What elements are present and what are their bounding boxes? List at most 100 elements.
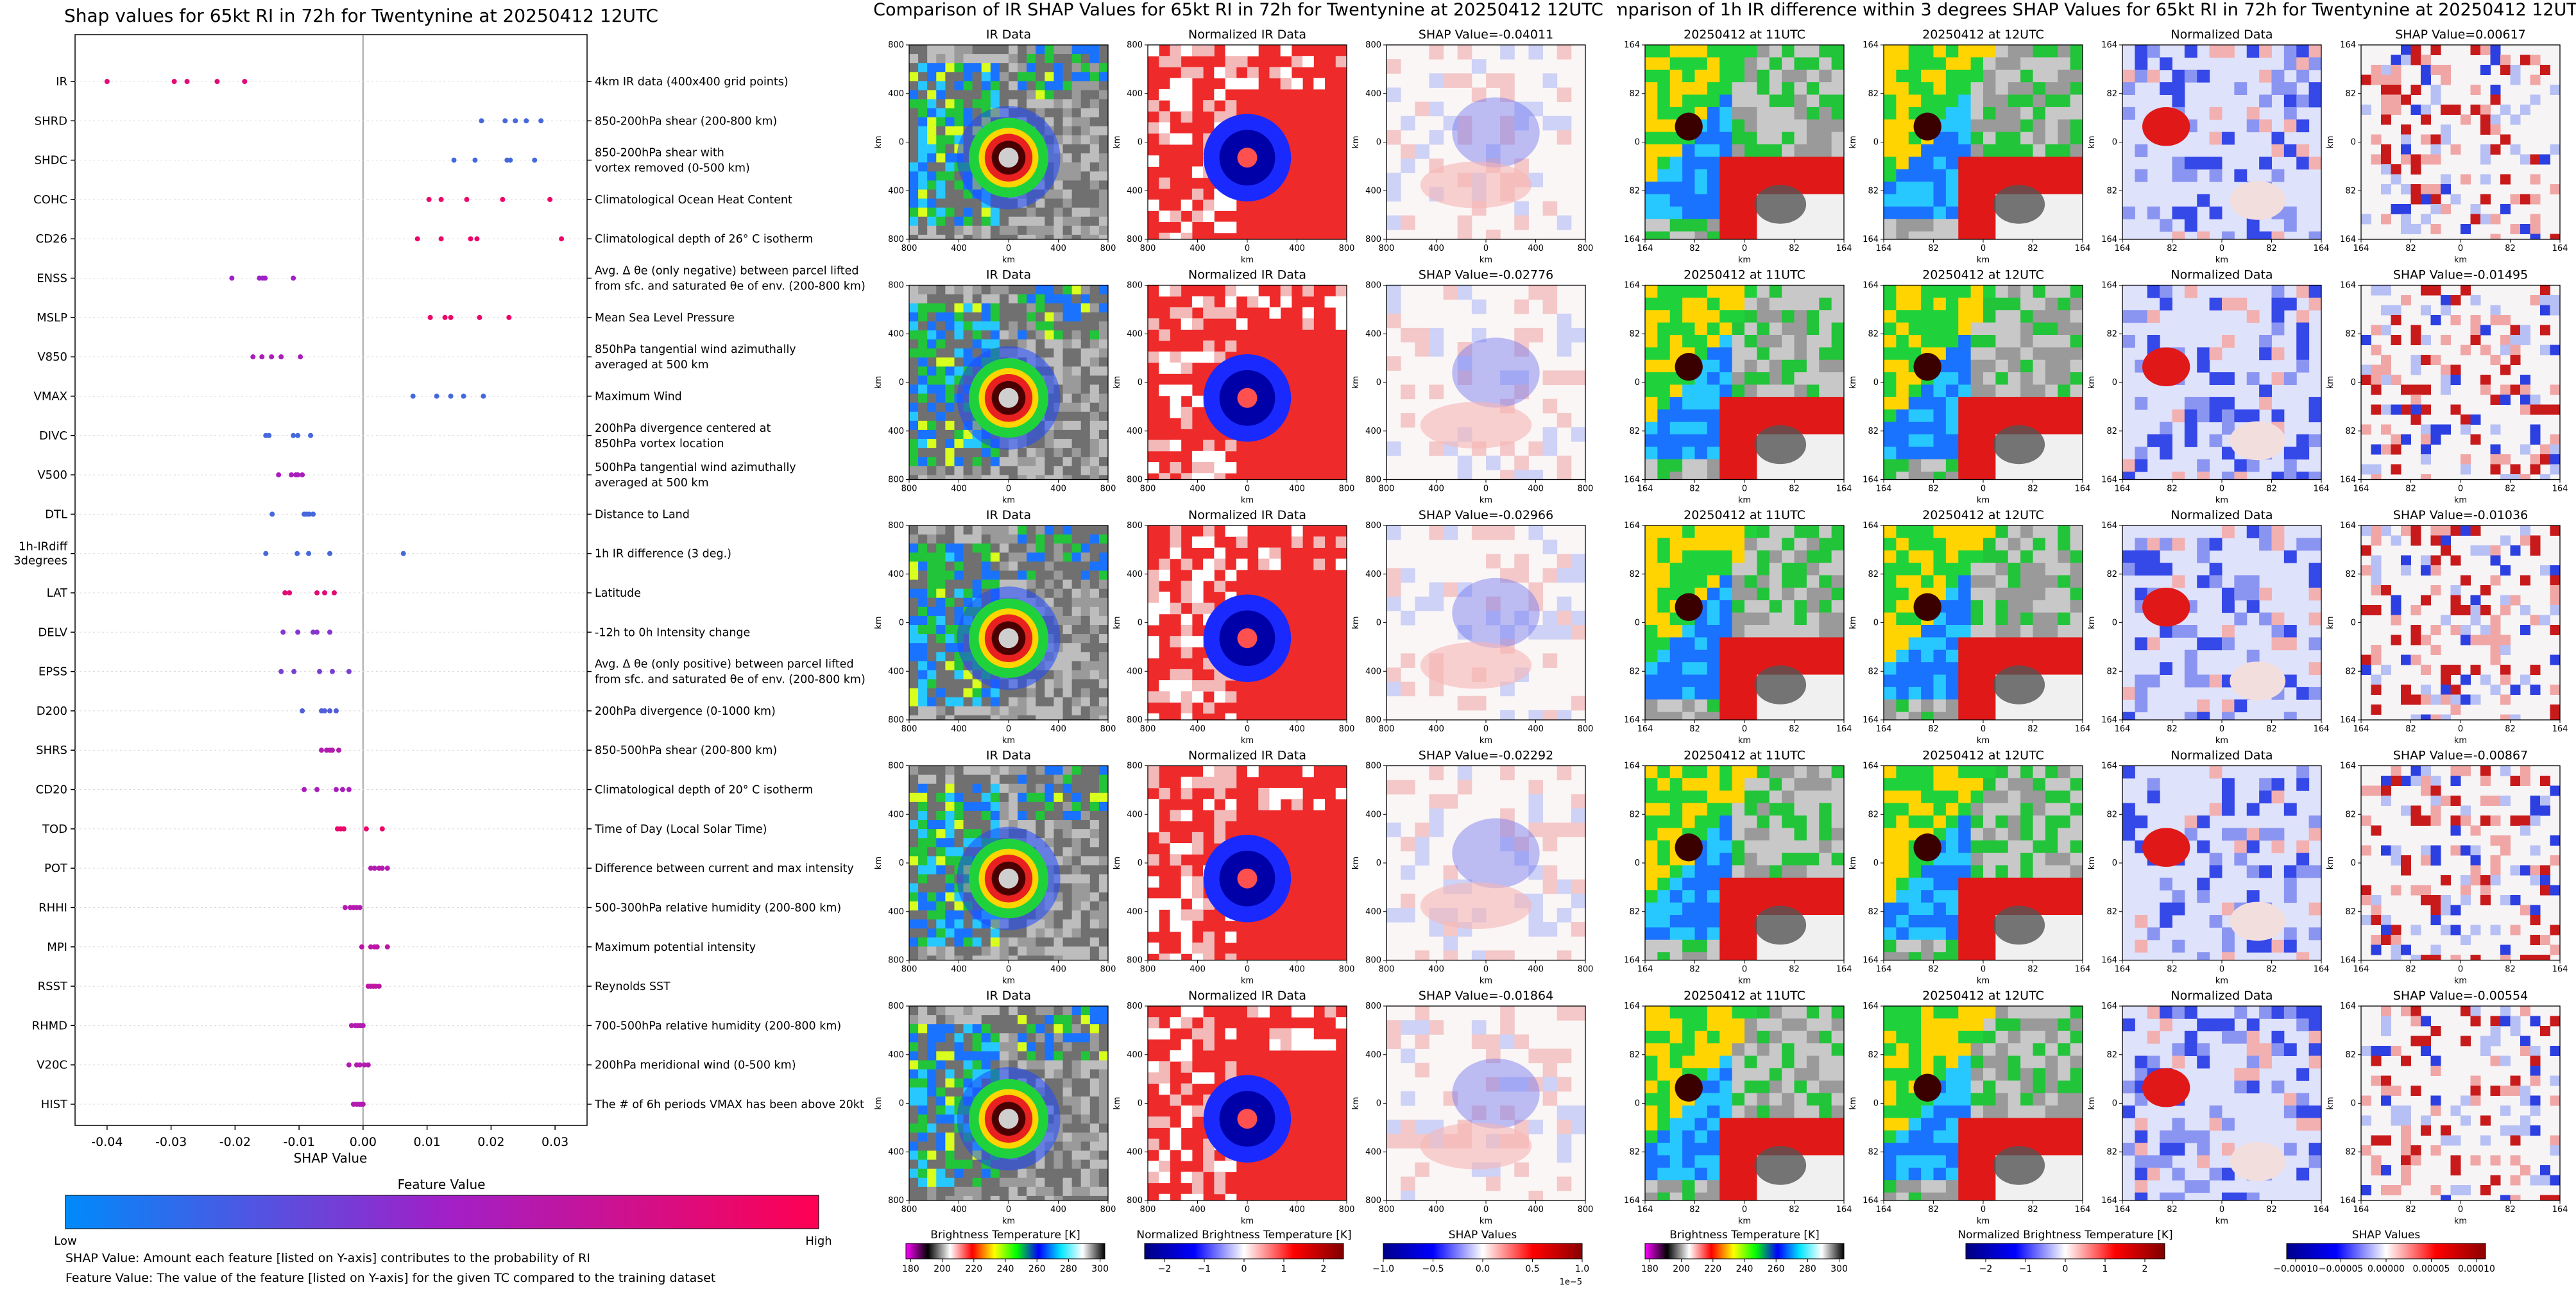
x-tick-label: 400	[951, 965, 967, 975]
y-axis-label: km	[874, 616, 883, 629]
feature-description-label: Maximum potential intensity	[595, 941, 756, 954]
y-tick-label: 800	[1127, 475, 1143, 485]
shap-point	[342, 905, 348, 910]
x-tick-label: 82	[1689, 244, 1700, 253]
shap-point	[524, 118, 529, 124]
x-tick-label: 400	[1528, 244, 1544, 253]
y-tick-label: 0	[2112, 378, 2117, 388]
x-tick-label: 800	[901, 244, 917, 253]
x-axis-label: km	[2454, 255, 2467, 265]
x-axis-label: km	[2215, 736, 2228, 746]
feature-name-label: V20C	[37, 1059, 67, 1072]
x-tick-label: 0	[1981, 965, 1986, 975]
shap-point	[341, 826, 346, 832]
shap-point	[319, 747, 325, 753]
y-tick-label: 800	[1365, 40, 1381, 50]
y-tick-label: 164	[2340, 1002, 2356, 1011]
shap-point	[308, 432, 314, 438]
x-tick-label: 164	[2314, 724, 2330, 734]
y-tick-label: 800	[1127, 281, 1143, 291]
y-axis-label: km	[874, 135, 883, 148]
shap-point	[184, 79, 190, 84]
x-tick-label: 164	[2075, 1205, 2091, 1215]
x-axis-label: km	[1738, 977, 1751, 986]
x-tick-label: 0	[1245, 724, 1250, 734]
y-tick-label: 164	[2340, 762, 2356, 771]
shap-point	[426, 196, 432, 202]
shap-point	[481, 393, 486, 399]
colorbar-tick-label: −0.00010	[2273, 1264, 2318, 1274]
x-tick-label: 800	[1578, 244, 1594, 253]
x-tick-label: 164	[2552, 1205, 2568, 1215]
x-axis-label: km	[1002, 977, 1015, 986]
feature-description-label: vortex removed (0-500 km)	[595, 162, 750, 175]
colorbar-tick-label: 180	[1641, 1264, 1659, 1274]
y-tick-label: 0	[899, 138, 904, 148]
panel-title: SHAP Value=0.00617	[2395, 28, 2526, 42]
x-tick-label: 0	[2219, 244, 2224, 253]
colorbar-tick-label: 280	[1060, 1264, 1077, 1274]
x-tick-label: 0	[1981, 244, 1986, 253]
feature-name-label: LAT	[47, 586, 68, 600]
y-tick-label: 82	[2106, 1050, 2117, 1060]
y-tick-label: 82	[1629, 1050, 1640, 1060]
shap-point	[331, 590, 337, 595]
shap-point	[289, 472, 294, 478]
panel-title: IR Data	[986, 989, 1031, 1003]
x-tick-label: 164	[2552, 484, 2568, 494]
y-tick-label: 164	[2340, 281, 2356, 291]
y-tick-label: 164	[1624, 1002, 1640, 1011]
x-tick-label: 0	[1006, 244, 1011, 253]
feature-name-label: SHRD	[35, 114, 67, 128]
y-tick-label: 164	[1863, 235, 1879, 244]
x-tick-label: 164	[2075, 484, 2091, 494]
y-tick-label: 164	[2340, 956, 2356, 966]
ir-diff-shap-comparison-figure: Comparison of 1h IR difference within 3 …	[1617, 0, 2576, 1274]
shap-point	[361, 1062, 367, 1068]
y-tick-label: 164	[1624, 235, 1640, 244]
y-tick-label: 164	[2340, 521, 2356, 531]
x-tick-label: 82	[2505, 965, 2516, 975]
shap-point	[532, 157, 538, 163]
x-tick-label: 164	[2353, 484, 2369, 494]
x-axis-label: km	[1241, 255, 1254, 265]
x-tick-label: 800	[1339, 724, 1355, 734]
x-tick-label: 164	[1876, 484, 1892, 494]
y-tick-label: 0	[2112, 138, 2117, 148]
x-tick-label: 82	[2266, 244, 2277, 253]
panel-title: 20250412 at 11UTC	[1684, 28, 1805, 42]
y-axis-label: km	[1617, 616, 1619, 629]
y-axis-label: km	[2087, 616, 2097, 629]
colorbar-label: SHAP Values	[1449, 1229, 1517, 1242]
feature-name-label: MSLP	[37, 311, 67, 325]
feature-description-label: 850hPa vortex location	[595, 438, 724, 450]
x-axis-label: km	[2215, 496, 2228, 506]
shap-point	[307, 511, 312, 517]
x-tick-label: 0	[1006, 1205, 1011, 1215]
y-tick-label: 164	[2101, 1196, 2117, 1206]
y-tick-label: 164	[2340, 715, 2356, 725]
y-tick-label: 82	[1868, 810, 1879, 819]
y-tick-label: 800	[1365, 475, 1381, 485]
x-tick-label: 82	[2505, 244, 2516, 253]
y-tick-label: 164	[2101, 235, 2117, 244]
shap-point	[291, 275, 296, 281]
x-tick-label: 164	[1637, 965, 1653, 975]
x-tick-label: 164	[2314, 484, 2330, 494]
y-tick-label: 82	[1629, 186, 1640, 196]
x-tick-label: 400	[1050, 484, 1066, 494]
x-axis-label: km	[1738, 496, 1751, 506]
shap-point	[348, 1023, 354, 1029]
feature-name-label: D200	[37, 704, 67, 718]
panel-title: 20250412 at 11UTC	[1684, 989, 1805, 1003]
colorbar-tick-label: −0.5	[1422, 1264, 1444, 1274]
feature-description-label: 850-500hPa shear (200-800 km)	[595, 744, 777, 757]
y-tick-label: 164	[2101, 475, 2117, 485]
feature-name-label: RHHI	[38, 901, 67, 914]
